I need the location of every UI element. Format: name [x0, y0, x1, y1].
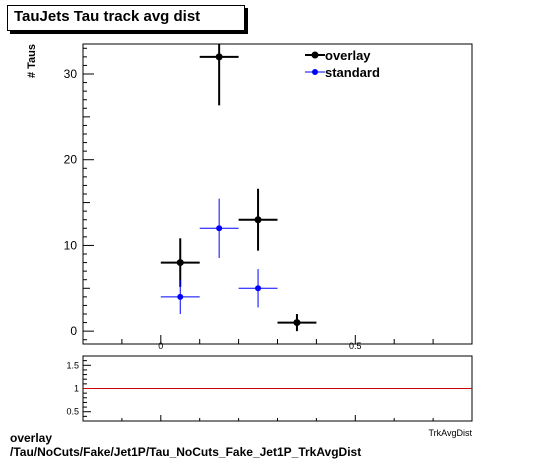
data-point-standard: [238, 269, 278, 308]
x-axis-label: TrkAvgDist: [428, 428, 472, 438]
y-tick-label: 0: [70, 324, 77, 338]
title-box: TauJets Tau track avg dist: [7, 5, 245, 31]
marker: [293, 319, 301, 327]
y-axis-label: # Taus: [26, 44, 38, 78]
footer-line2: /Tau/NoCuts/Fake/Jet1P/Tau_NoCuts_Fake_J…: [10, 445, 362, 459]
data-point-overlay: [277, 314, 317, 332]
chart-title: TauJets Tau track avg dist: [14, 8, 201, 25]
ratio-y-tick-label: 1.5: [66, 360, 79, 370]
data-point-standard: [160, 279, 200, 314]
legend-marker-standard: [312, 69, 318, 75]
legend-label-overlay: overlay: [325, 48, 371, 63]
plot-frame: [82, 43, 473, 345]
marker: [255, 285, 262, 292]
x-tick-label: 0: [158, 341, 163, 351]
marker: [177, 293, 184, 300]
y-tick-label: 20: [64, 153, 78, 167]
data-point-overlay: [160, 238, 200, 287]
footer-line1: overlay: [10, 431, 53, 445]
x-tick-label: 0.5: [349, 341, 362, 351]
legend-marker-overlay: [311, 51, 319, 59]
marker: [215, 53, 223, 61]
marker: [176, 259, 184, 267]
y-tick-label: 30: [64, 67, 78, 81]
legend-label-standard: standard: [325, 65, 380, 80]
y-tick-label: 10: [64, 238, 78, 252]
data-point-standard: [199, 198, 239, 258]
ratio-y-tick-label: 1: [74, 384, 79, 394]
data-point-overlay: [199, 44, 239, 106]
ratio-y-tick-label: 0.5: [66, 407, 79, 417]
marker: [254, 216, 262, 224]
footer: overlay /Tau/NoCuts/Fake/Jet1P/Tau_NoCut…: [10, 431, 361, 459]
marker: [216, 225, 223, 232]
data-point-overlay: [238, 188, 278, 251]
